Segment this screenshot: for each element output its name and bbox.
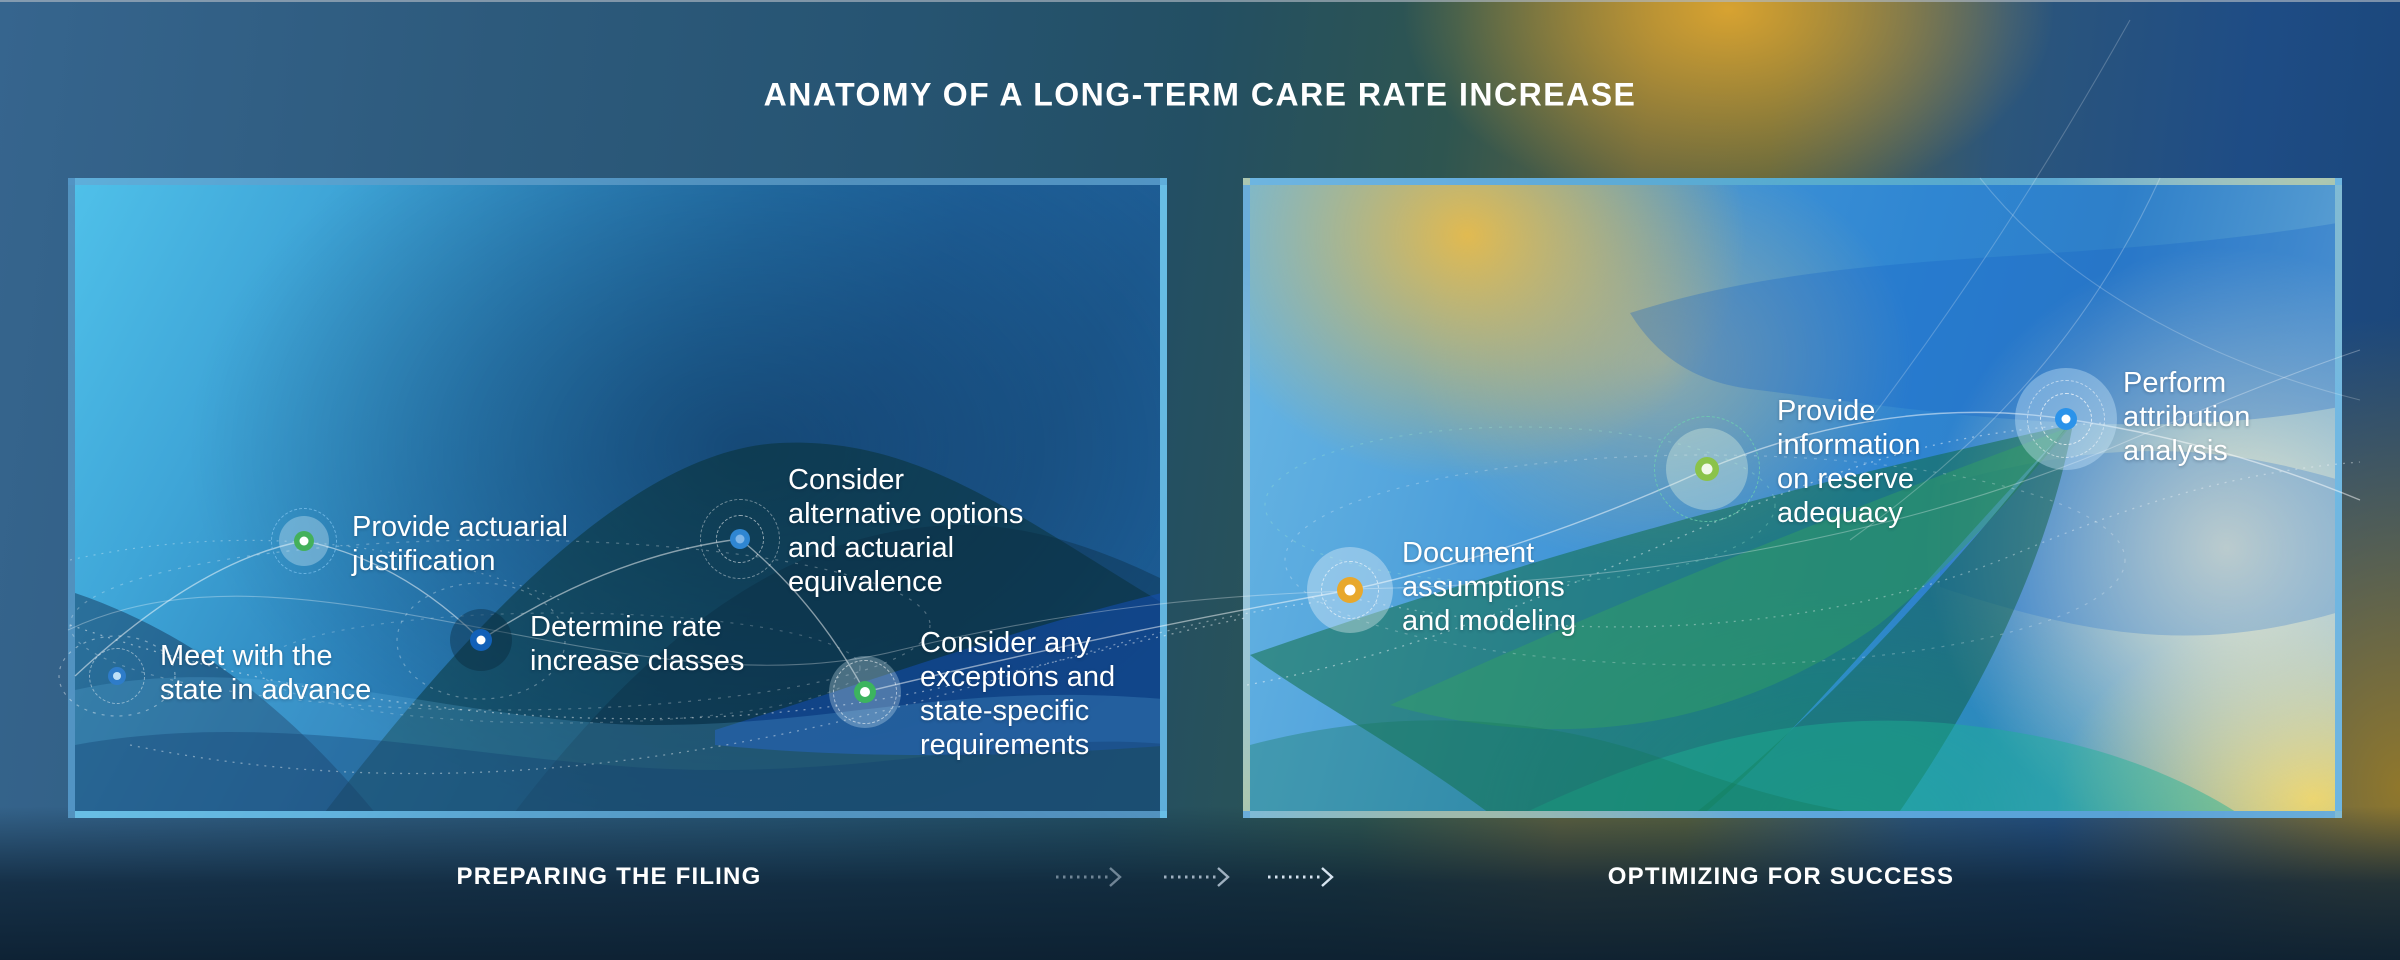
node-dot <box>2055 408 2077 430</box>
step-label-actuarial-justification: Provide actuarial justification <box>352 511 568 577</box>
node-dot <box>470 629 492 651</box>
node-dot <box>854 681 876 703</box>
step-label-exceptions-requirements: Consider any exceptions and state-specif… <box>920 627 1116 761</box>
node-dot <box>1337 577 1363 603</box>
dotted-arrow-icon <box>1164 867 1230 887</box>
node-dot <box>294 531 314 551</box>
step-label-rate-increase-classes: Determine rate increase classes <box>530 611 745 677</box>
node-dot <box>1695 457 1719 481</box>
step-label-meet-with-state: Meet with the state in advance <box>160 640 372 706</box>
page-title: ANATOMY OF A LONG-TERM CARE RATE INCREAS… <box>763 76 1637 113</box>
node-dot <box>108 667 126 685</box>
top-border-line <box>0 0 2400 2</box>
step-label-alternative-options: Consider alternative options and actuari… <box>788 464 1024 598</box>
section-label-optimizing-for-success: OPTIMIZING FOR SUCCESS <box>1607 863 1955 890</box>
section-label-preparing-the-filing: PREPARING THE FILING <box>456 863 762 890</box>
step-label-document-assumptions: Document assumptions and modeling <box>1402 537 1577 637</box>
dotted-arrow-icon <box>1056 867 1122 887</box>
step-label-attribution-analysis: Perform attribution analysis <box>2123 367 2251 467</box>
step-label-reserve-adequacy: Provide information on reserve adequacy <box>1777 395 1921 529</box>
dotted-arrow-icon <box>1268 867 1334 887</box>
node-dot <box>730 529 750 549</box>
